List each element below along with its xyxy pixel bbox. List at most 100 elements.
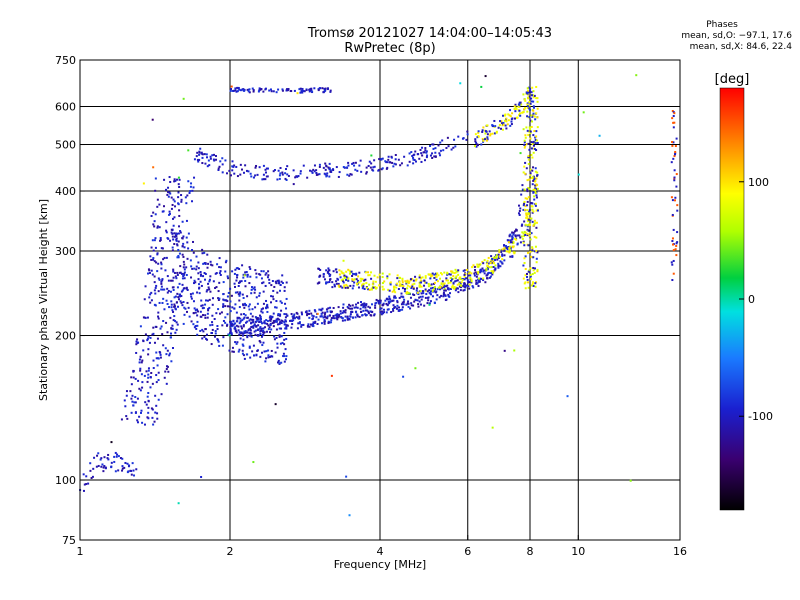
data-point: [214, 272, 217, 275]
data-point: [310, 170, 313, 173]
data-point: [284, 302, 287, 305]
data-point: [318, 163, 321, 166]
data-point: [480, 277, 483, 280]
data-point: [498, 249, 501, 252]
data-point: [503, 254, 506, 257]
data-point: [345, 270, 348, 273]
data-point: [186, 241, 189, 244]
colorbar-tick-label: 100: [748, 176, 769, 189]
data-point: [253, 286, 256, 289]
data-point: [165, 188, 168, 191]
data-point: [328, 167, 331, 170]
data-point: [670, 161, 673, 164]
data-point: [247, 170, 250, 173]
data-point: [419, 303, 422, 306]
data-point: [165, 256, 168, 259]
data-point: [225, 324, 228, 327]
data-point: [421, 154, 424, 157]
data-point: [121, 465, 124, 468]
data-point: [270, 317, 273, 320]
data-point: [291, 315, 294, 318]
data-point: [311, 90, 314, 93]
data-point: [245, 169, 248, 172]
data-point: [509, 255, 512, 258]
data-point: [355, 311, 358, 314]
data-point: [152, 249, 155, 252]
data-point: [326, 315, 329, 318]
data-point: [241, 343, 244, 346]
data-point: [417, 293, 420, 296]
data-point: [208, 280, 211, 283]
data-point: [213, 335, 216, 338]
data-point: [367, 312, 370, 315]
data-point: [255, 354, 258, 357]
data-point: [193, 176, 196, 179]
data-point: [146, 339, 149, 342]
data-point: [285, 297, 288, 300]
data-point: [512, 231, 515, 234]
data-point: [256, 173, 259, 176]
data-point: [173, 216, 176, 219]
data-point: [524, 144, 527, 147]
data-point: [526, 190, 529, 193]
data-point: [178, 214, 181, 217]
data-point: [151, 416, 154, 419]
data-point: [251, 318, 254, 321]
data-point: [335, 282, 338, 285]
data-point: [195, 327, 198, 330]
data-point: [486, 265, 489, 268]
phase-stats: Phases mean, sd,O: −97.1, 17.6 mean, sd,…: [592, 20, 792, 53]
data-point: [349, 173, 352, 176]
data-point: [670, 261, 673, 264]
data-point: [334, 268, 337, 271]
data-point: [315, 316, 318, 319]
data-point: [123, 399, 126, 402]
data-point: [323, 87, 326, 90]
data-point: [369, 314, 372, 317]
data-point: [351, 274, 354, 277]
data-point: [328, 272, 331, 275]
data-point: [371, 310, 374, 313]
data-point: [450, 148, 453, 151]
data-point: [438, 152, 441, 155]
data-point: [439, 141, 442, 144]
data-point: [501, 258, 504, 261]
data-point: [306, 314, 309, 317]
data-point: [373, 274, 376, 277]
data-point: [449, 279, 452, 282]
data-point: [452, 146, 455, 149]
data-point: [164, 370, 167, 373]
data-point: [153, 289, 156, 292]
data-point: [358, 281, 361, 284]
data-point: [176, 256, 179, 259]
data-point: [215, 286, 218, 289]
data-point: [508, 235, 511, 238]
data-point: [485, 139, 488, 142]
data-point: [271, 280, 274, 283]
data-point: [674, 199, 677, 202]
data-point: [527, 196, 530, 199]
data-point: [438, 277, 441, 280]
data-point: [92, 467, 95, 470]
data-point: [534, 204, 537, 207]
data-point: [207, 286, 210, 289]
data-point: [342, 306, 345, 309]
data-point: [252, 321, 255, 324]
data-point: [157, 357, 160, 360]
data-point: [203, 251, 206, 254]
data-point: [532, 266, 535, 269]
data-point: [450, 277, 453, 280]
data-point: [149, 376, 152, 379]
data-point: [285, 325, 288, 328]
data-point: [265, 299, 268, 302]
data-point: [378, 284, 381, 287]
data-point: [533, 177, 536, 180]
data-point: [243, 330, 246, 333]
data-point: [236, 291, 239, 294]
data-point: [325, 281, 328, 284]
data-point: [523, 282, 526, 285]
data-point: [238, 299, 241, 302]
data-point: [267, 354, 270, 357]
data-point: [325, 175, 328, 178]
data-point: [165, 299, 168, 302]
